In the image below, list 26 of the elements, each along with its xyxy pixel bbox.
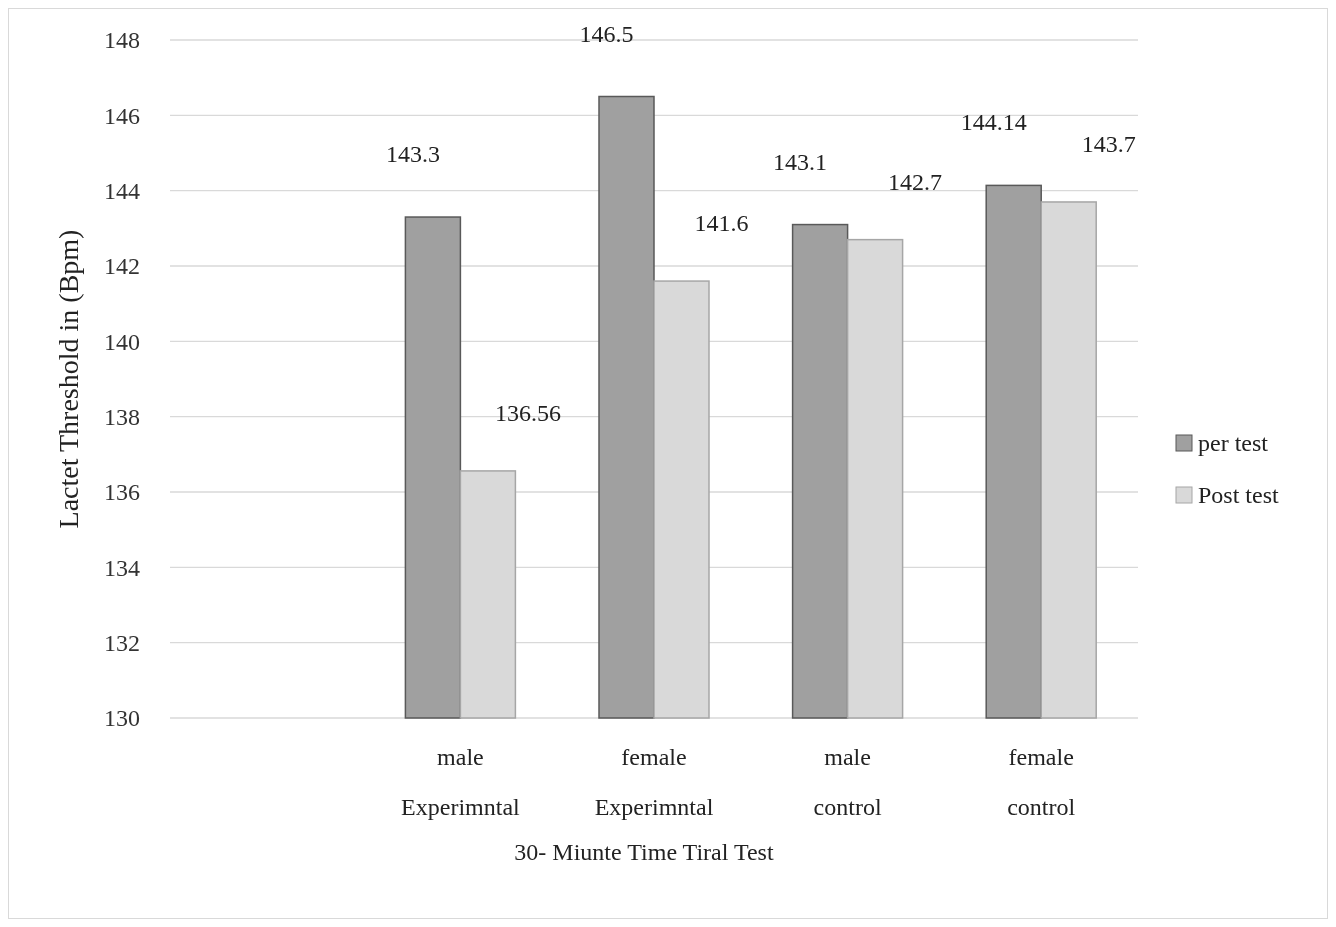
y-tick-label: 146 xyxy=(104,102,140,129)
data-label: 142.7 xyxy=(888,168,943,195)
data-label: 146.5 xyxy=(579,20,634,47)
x-tick-label: female control xyxy=(1007,744,1076,820)
y-tick-label: 142 xyxy=(104,253,140,280)
y-tick-label: 144 xyxy=(104,178,140,205)
x-tick-label: female Experimntal xyxy=(594,744,714,820)
data-label: 143.1 xyxy=(773,148,828,175)
x-tick-label: male control xyxy=(813,744,882,820)
y-tick-label: 134 xyxy=(104,554,140,581)
x-axis-title: 30- Miunte Time Tiral Test xyxy=(514,839,774,865)
y-tick-label: 140 xyxy=(104,328,140,355)
data-label: 141.6 xyxy=(694,210,749,237)
y-tick-label: 130 xyxy=(104,705,140,732)
legend-label: per test xyxy=(1198,430,1269,457)
y-tick-label: 138 xyxy=(104,404,140,431)
data-label: 143.3 xyxy=(385,141,440,168)
y-tick-label: 148 xyxy=(104,27,140,54)
x-tick-label: male Experimntal xyxy=(401,744,521,820)
y-tick-label: 136 xyxy=(104,479,140,506)
y-tick-label: 132 xyxy=(104,630,140,657)
legend-label: Post test xyxy=(1198,482,1280,509)
data-label: 144.14 xyxy=(960,109,1027,136)
y-axis-title: Lactet Threshold in (Bpm) xyxy=(53,229,84,529)
data-label: 143.7 xyxy=(1081,130,1136,157)
data-label: 136.56 xyxy=(494,399,561,426)
